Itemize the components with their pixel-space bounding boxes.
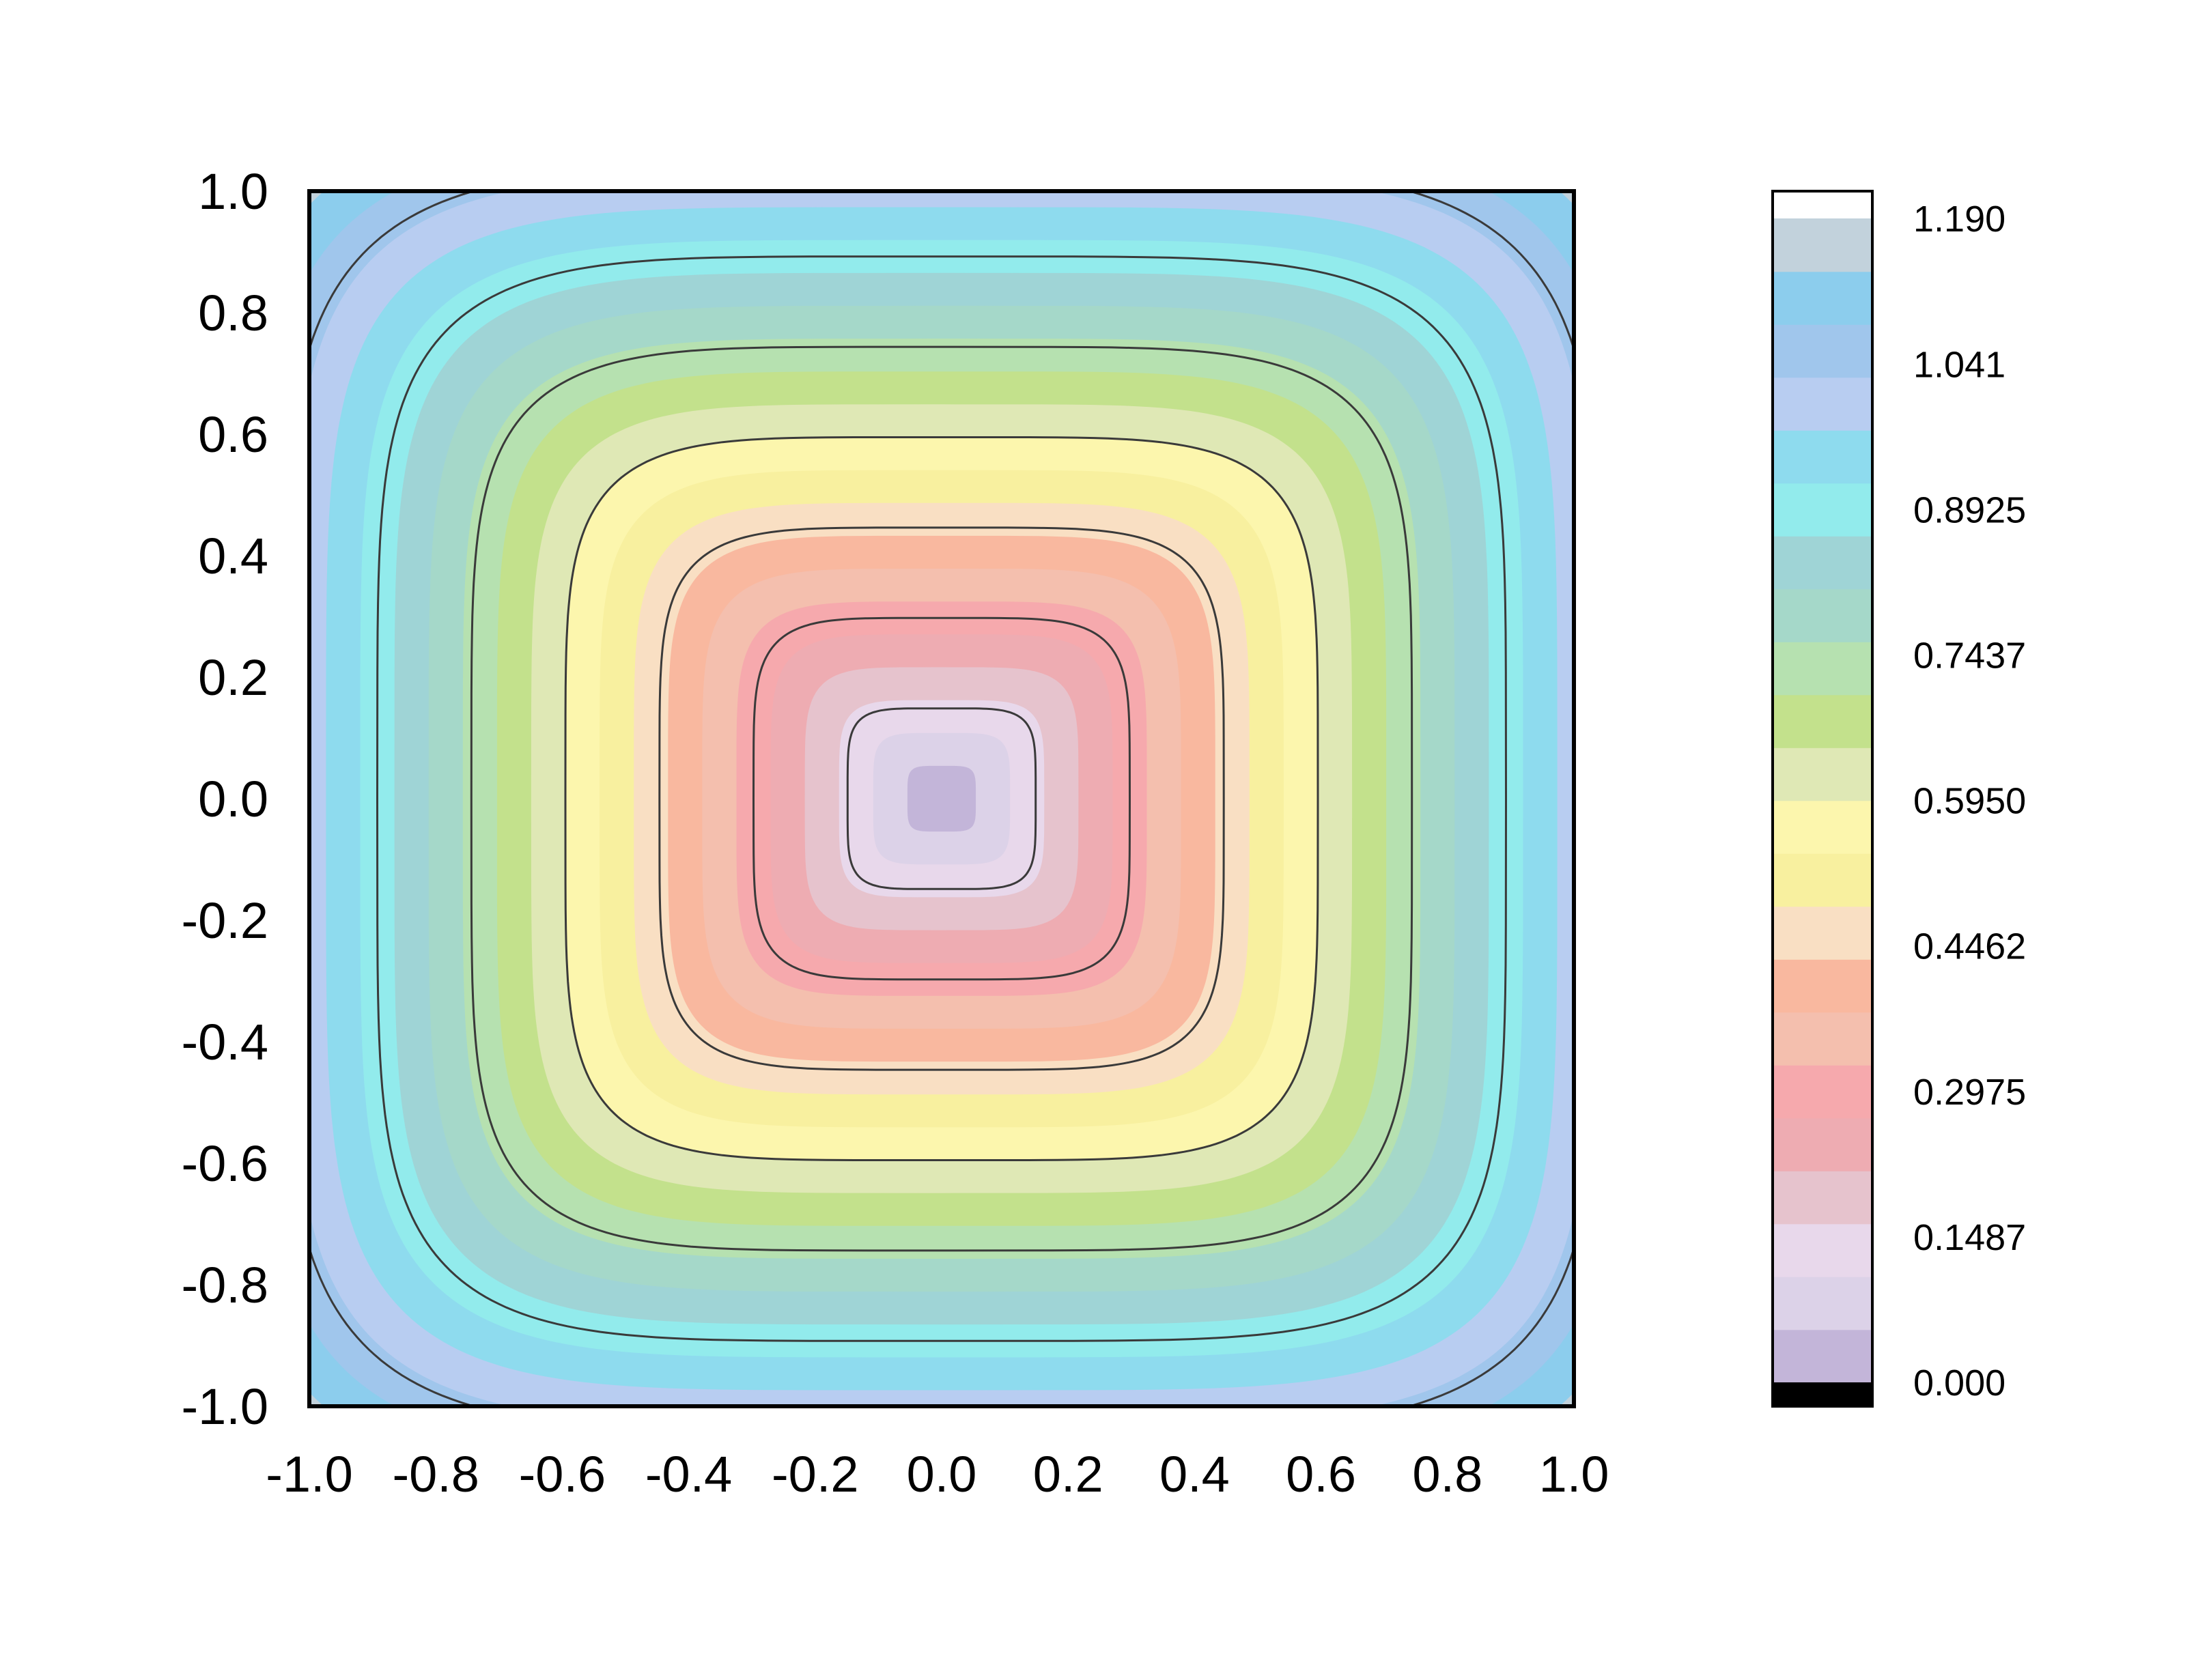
contour-line	[658, 526, 1225, 1071]
x-tick-label: -0.4	[645, 1446, 733, 1503]
x-axis: -1.0 -0.8 -0.6 -0.4 -0.2 0.0 0.2 0.4 0.6 0.8 1.0	[266, 1446, 1609, 1503]
colorbar-swatch	[1773, 271, 1872, 325]
x-tick-label: -1.0	[266, 1446, 353, 1503]
colorbar-swatch	[1773, 748, 1872, 801]
colorbar-tick-label: 0.2975	[1913, 1072, 2026, 1113]
contour-line	[752, 616, 1131, 981]
colorbar-tick-label: 0.000	[1913, 1363, 2005, 1404]
colorbar-tick-label: 0.8925	[1913, 489, 2026, 530]
x-tick-label: 0.2	[1033, 1446, 1103, 1503]
x-tick-label: 0.6	[1286, 1446, 1356, 1503]
x-tick-label: 0.4	[1159, 1446, 1230, 1503]
y-tick-label: 0.4	[198, 528, 268, 584]
colorbar-tick-label: 1.041	[1913, 344, 2005, 385]
color-band	[907, 765, 976, 832]
colorbar-swatch	[1773, 1277, 1872, 1330]
colorbar-swatch	[1773, 906, 1872, 960]
colorbar-swatch	[1773, 218, 1872, 272]
colorbar-tick-label: 0.1487	[1913, 1217, 2026, 1258]
colorbar-tick-label: 0.7437	[1913, 635, 2026, 676]
colorbar-swatch	[1773, 853, 1872, 907]
y-tick-label: -0.8	[181, 1257, 268, 1313]
colorbar-swatch	[1773, 430, 1872, 484]
x-tick-label: 1.0	[1539, 1446, 1609, 1503]
contour-lines	[309, 191, 1574, 1406]
colorbar-top-cap	[1773, 191, 1872, 218]
x-tick-label: -0.2	[772, 1446, 859, 1503]
colorbar-swatch	[1773, 1329, 1872, 1383]
x-tick-label: 0.8	[1412, 1446, 1482, 1503]
colorbar-swatch	[1773, 1171, 1872, 1225]
colorbar-swatch	[1773, 1012, 1872, 1066]
colorbar-tick-label: 1.190	[1913, 199, 2005, 240]
y-tick-label: 0.8	[198, 285, 268, 341]
contour-line	[846, 707, 1037, 890]
plot-area	[309, 191, 1574, 1406]
contour-line	[309, 191, 1574, 1406]
contour-line	[376, 255, 1508, 1342]
colorbar-tick-label: 0.5950	[1913, 781, 2026, 822]
colorbar-swatch	[1773, 483, 1872, 537]
colorbar-swatch	[1773, 1065, 1872, 1119]
colorbar-frame	[1771, 190, 1874, 1408]
y-tick-label: -0.6	[181, 1135, 268, 1192]
x-tick-label: -0.6	[519, 1446, 606, 1503]
color-bands	[309, 191, 1574, 1406]
colorbar-swatch	[1773, 959, 1872, 1013]
colorbar-swatch	[1773, 324, 1872, 378]
plot-frame	[307, 189, 1576, 1408]
colorbar-swatch	[1773, 536, 1872, 590]
y-tick-label: 0.6	[198, 406, 268, 463]
colorbar-bottom-cap	[1773, 1382, 1872, 1406]
y-tick-label: -1.0	[181, 1378, 268, 1435]
colorbar: 0.000 0.1487 0.2975 0.4462 0.5950 0.7437 0.892…	[1771, 190, 2026, 1408]
colorbar-swatch	[1773, 588, 1872, 642]
colorbar-tick-label: 0.4462	[1913, 926, 2026, 967]
colorbar-swatch	[1773, 642, 1872, 696]
y-axis: 1.0 0.8 0.6 0.4 0.2 0.0 -0.2 -0.4 -0.6 -0.8 -1.0	[181, 163, 268, 1435]
colorbar-swatch	[1773, 694, 1872, 748]
y-tick-label: 0.0	[198, 771, 268, 827]
x-tick-label: 0.0	[907, 1446, 977, 1503]
y-tick-label: -0.2	[181, 892, 268, 949]
y-tick-label: -0.4	[181, 1014, 268, 1070]
colorbar-swatch	[1773, 1117, 1872, 1171]
contour-line	[470, 345, 1413, 1252]
colorbar-swatch	[1773, 800, 1872, 854]
colorbar-swatch	[1773, 1223, 1872, 1277]
y-tick-label: 1.0	[198, 163, 268, 220]
contour-line	[564, 436, 1319, 1161]
colorbar-swatch	[1773, 377, 1872, 431]
y-tick-label: 0.2	[198, 649, 268, 706]
x-tick-label: -0.8	[392, 1446, 479, 1503]
